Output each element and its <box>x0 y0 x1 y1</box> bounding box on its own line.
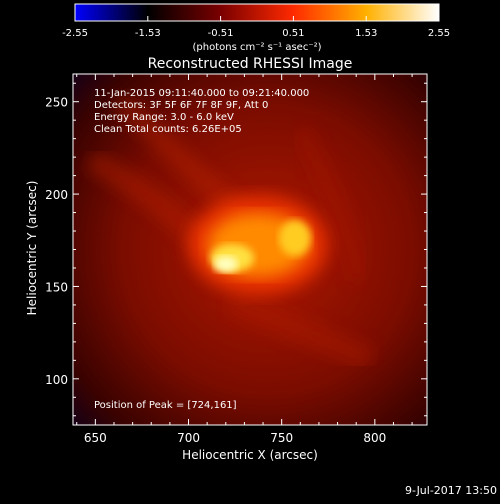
colorbar-tick-label: -1.53 <box>135 28 161 39</box>
flare-peak <box>214 256 238 272</box>
colorbar: -2.55 -1.53 -0.51 0.51 1.53 2.55 (photons cm⁻… <box>62 3 450 53</box>
colorbar-tick-label: 2.55 <box>428 28 450 39</box>
colorbar-tick-label: -0.51 <box>208 28 234 39</box>
info-line-energy: Energy Range: 3.0 - 6.0 keV <box>94 112 234 123</box>
x-axis: 650 700 750 800 <box>76 74 413 445</box>
x-tick-label: 750 <box>270 431 293 445</box>
x-tick-label: 800 <box>363 431 386 445</box>
y-axis: 100 150 200 250 <box>45 82 427 417</box>
y-tick-label: 250 <box>45 96 68 110</box>
y-tick-label: 100 <box>45 373 68 387</box>
emission-streak <box>224 288 376 372</box>
colorbar-ticks: -2.55 -1.53 -0.51 0.51 1.53 2.55 <box>62 16 450 39</box>
y-tick-label: 150 <box>45 280 68 294</box>
x-tick-label: 650 <box>84 431 107 445</box>
timestamp-footer: 9-Jul-2017 13:50 <box>405 484 497 497</box>
colorbar-strip <box>74 3 440 22</box>
peak-position-label: Position of Peak = [724,161] <box>94 400 237 411</box>
emission-streak <box>291 125 370 283</box>
info-line-counts: Clean Total counts: 6.26E+05 <box>94 124 242 135</box>
colorbar-tick-label: 1.53 <box>355 28 377 39</box>
y-axis-label: Heliocentric Y (arcsec) <box>25 181 39 316</box>
colorbar-tick-label: 0.51 <box>282 28 304 39</box>
y-tick-label: 200 <box>45 188 68 202</box>
info-line-time: 11-Jan-2015 09:11:40.000 to 09:21:40.000 <box>94 88 309 99</box>
colorbar-tick-label: -2.55 <box>62 28 88 39</box>
colorbar-unit-label: (photons cm⁻² s⁻¹ asec⁻²) <box>192 42 321 53</box>
x-tick-label: 700 <box>177 431 200 445</box>
info-line-detectors: Detectors: 3F 5F 6F 7F 8F 9F, Att 0 <box>94 100 268 111</box>
plot-title: Reconstructed RHESSI Image <box>148 56 353 72</box>
x-axis-label: Heliocentric X (arcsec) <box>182 448 318 462</box>
info-block: 11-Jan-2015 09:11:40.000 to 09:21:40.000… <box>94 88 309 411</box>
flare-core-yellow <box>279 220 311 256</box>
rhessi-image <box>73 74 427 425</box>
